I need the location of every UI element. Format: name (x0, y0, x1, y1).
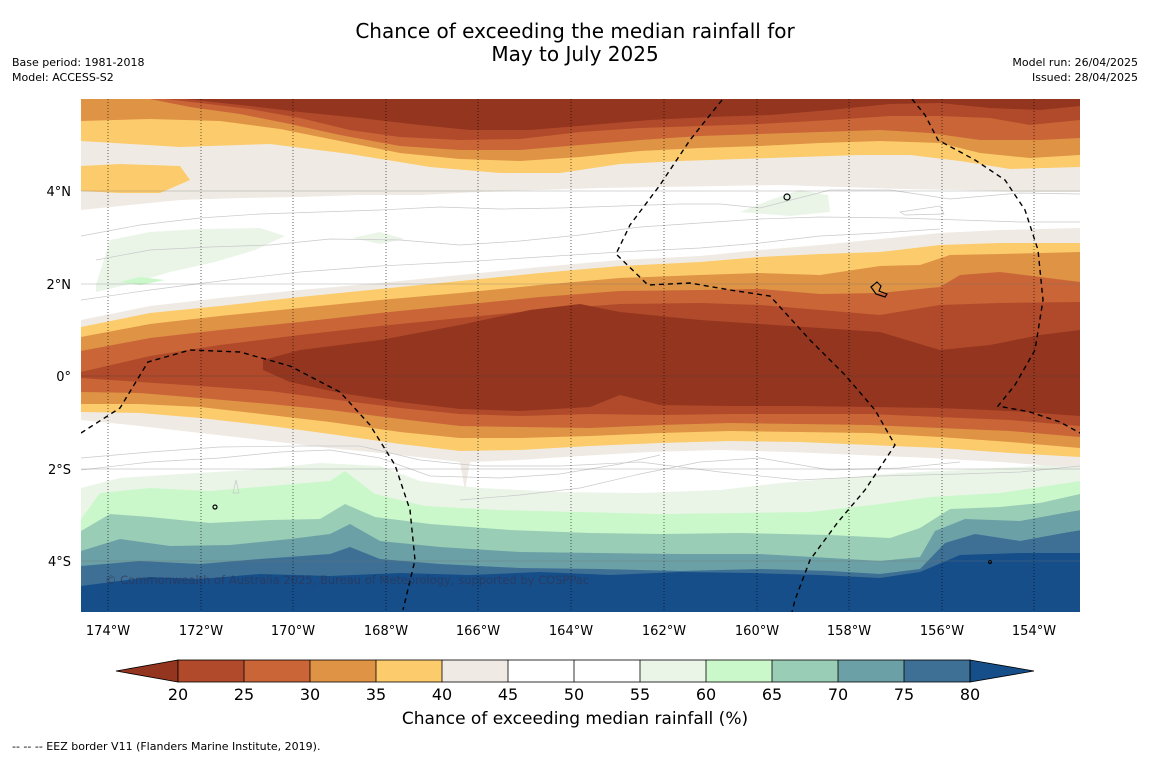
lon-label: 162°W (642, 624, 686, 639)
lon-label: 160°W (735, 624, 779, 639)
colorbar-segment (772, 660, 838, 682)
colorbar-segment (706, 660, 772, 682)
colorbar-tick: 30 (300, 685, 320, 700)
base-period: Base period: 1981-2018 (12, 56, 145, 69)
lat-label: 2°N (47, 278, 72, 293)
patch-55-60-northwest (96, 228, 285, 292)
colorbar-under-triangle (115, 659, 179, 683)
colorbar-over-triangle (969, 659, 1035, 683)
contour-lines-south (81, 445, 1080, 501)
lon-label: 164°W (549, 624, 593, 639)
band-65-70 (81, 493, 1080, 561)
lon-label: 170°W (271, 624, 315, 639)
meta-right: Model run: 26/04/2025 Issued: 28/04/2025 (1012, 55, 1138, 85)
band-under20-north (185, 99, 1080, 130)
lat-label: 0° (56, 370, 71, 385)
colorbar-segment (442, 660, 508, 682)
chart-title-line2: May to July 2025 (491, 42, 659, 66)
colorbar-segment (508, 660, 574, 682)
colorbar-tick: 75 (894, 685, 914, 700)
band-under20-equatorial (263, 304, 1080, 416)
colorbar-tick: 70 (828, 685, 848, 700)
band-40-45-north (81, 140, 1080, 210)
colorbar-tick: 50 (564, 685, 584, 700)
issued-date: Issued: 28/04/2025 (1031, 71, 1138, 84)
colorbar-tick: 40 (432, 685, 452, 700)
patch-60-65-northwest (120, 277, 165, 285)
forecast-map-figure: © Commonwealth of Australia 2025, Bureau… (47, 99, 1080, 700)
band-60-65 (81, 470, 1080, 538)
lat-label: 4°N (47, 185, 72, 200)
band-over80 (81, 552, 1080, 612)
lon-label: 154°W (1012, 624, 1056, 639)
colorbar: 20 25 30 35 40 45 50 55 60 65 70 75 80 (115, 659, 1035, 700)
colorbar-tick: 80 (960, 685, 980, 700)
colorbar-segment (244, 660, 310, 682)
lon-label: 166°W (456, 624, 500, 639)
lon-label: 174°W (86, 624, 130, 639)
colorbar-tick: 60 (696, 685, 716, 700)
map-credit: © Commonwealth of Australia 2025, Bureau… (105, 573, 589, 587)
meta-left: Base period: 1981-2018 Model: ACCESS-S2 (12, 55, 144, 85)
colorbar-tick: 35 (366, 685, 386, 700)
colorbar-dividers (243, 660, 905, 682)
lat-label: 2°S (48, 463, 71, 478)
model-run: Model run: 26/04/2025 (1012, 56, 1138, 69)
patch-55-60-small (352, 232, 405, 244)
lon-label: 158°W (827, 624, 871, 639)
eez-footnote: -- -- -- EEZ border V11 (Flanders Marine… (12, 740, 321, 753)
colorbar-segment (310, 660, 376, 682)
colorbar-segment (904, 660, 970, 682)
colorbar-segment (376, 660, 442, 682)
colorbar-segment (838, 660, 904, 682)
model-name: Model: ACCESS-S2 (12, 71, 114, 84)
colorbar-tick: 55 (630, 685, 650, 700)
longitude-labels: 174°W 172°W 170°W 168°W 166°W 164°W 162°… (86, 624, 1056, 639)
rainfall-map-panel: © Commonwealth of Australia 2025, Bureau… (81, 99, 1080, 612)
colorbar-tick: 45 (498, 685, 518, 700)
lon-label: 172°W (179, 624, 223, 639)
latitude-labels: 4°N 2°N 0° 2°S 4°S (47, 185, 72, 570)
colorbar-tick: 65 (762, 685, 782, 700)
contour-lines-north (81, 189, 1080, 301)
colorbar-segment (574, 660, 640, 682)
colorbar-label: Chance of exceeding median rainfall (%) (401, 709, 749, 729)
island-outlines (212, 193, 993, 565)
colorbar-tick: 20 (168, 685, 188, 700)
band-55-60 (81, 462, 1080, 519)
chart-title-line1: Chance of exceeding the median rainfall … (355, 19, 795, 43)
patch-55-60-northeast (740, 190, 830, 216)
band-35-40-north (81, 118, 1080, 193)
colorbar-tick-labels: 20 25 30 35 40 45 50 55 60 65 70 75 80 (168, 685, 980, 700)
lon-label: 156°W (920, 624, 964, 639)
band-75-80 (81, 530, 1080, 586)
latitude-gridlines (81, 190, 1080, 562)
colorbar-segment (178, 660, 244, 682)
lon-label: 168°W (364, 624, 408, 639)
eez-border-lines (81, 99, 1080, 612)
colorbar-segment (640, 660, 706, 682)
lat-label: 4°S (48, 555, 71, 570)
colorbar-tick: 25 (234, 685, 254, 700)
